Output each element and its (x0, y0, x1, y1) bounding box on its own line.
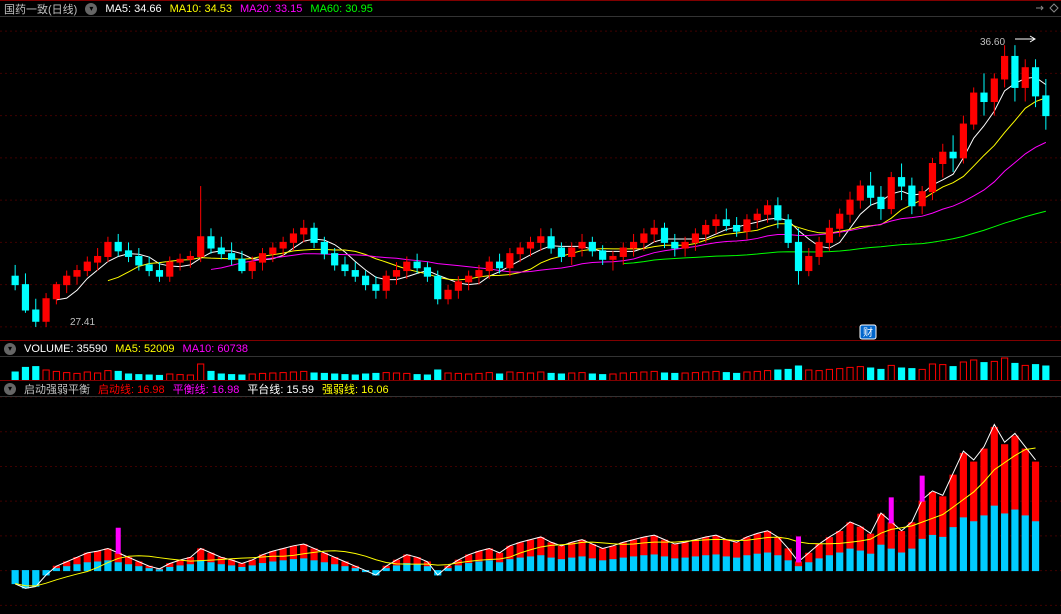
volume-panel: ▾ VOLUME: 35590 MA5: 52009 MA10: 60738 (0, 340, 1061, 380)
svg-text:27.41: 27.41 (70, 317, 95, 328)
price-chart[interactable]: 27.41 36.60 财 (0, 17, 1061, 341)
svg-text:36.60: 36.60 (980, 37, 1005, 48)
arrow-right-icon[interactable] (1035, 3, 1045, 13)
price-panel: 国药一致(日线) ▾ MA5: 34.66 MA10: 34.53 MA20: … (0, 0, 1061, 340)
stock-chart-container: 国药一致(日线) ▾ MA5: 34.66 MA10: 34.53 MA20: … (0, 0, 1061, 613)
ma10-indicator: MA10: 34.53 (170, 3, 232, 15)
oscillator-panel: ▾ 启动强弱平衡 启动线: 16.98 平衡线: 16.98 平台线: 15.5… (0, 380, 1061, 613)
volume-indicator: VOLUME: 35590 (24, 343, 107, 355)
volume-chart[interactable] (0, 357, 1061, 381)
oscillator-chart[interactable] (0, 397, 1061, 614)
diamond-icon[interactable] (1049, 3, 1059, 13)
collapse-icon[interactable]: ▾ (4, 343, 16, 355)
osc-ind-3: 强弱线: 16.06 (322, 381, 389, 397)
ma20-indicator: MA20: 33.15 (240, 3, 302, 15)
stock-title: 国药一致(日线) (4, 1, 77, 17)
oscillator-title: 启动强弱平衡 (24, 381, 90, 397)
osc-ind-2: 平台线: 15.59 (247, 381, 314, 397)
osc-ind-0: 启动线: 16.98 (98, 381, 165, 397)
svg-text:财: 财 (863, 326, 873, 339)
collapse-icon[interactable]: ▾ (85, 3, 97, 15)
vol-ma10-indicator: MA10: 60738 (183, 343, 248, 355)
price-panel-header: 国药一致(日线) ▾ MA5: 34.66 MA10: 34.53 MA20: … (0, 1, 1061, 17)
collapse-icon[interactable]: ▾ (4, 383, 16, 395)
oscillator-panel-header: ▾ 启动强弱平衡 启动线: 16.98 平衡线: 16.98 平台线: 15.5… (0, 381, 1061, 397)
osc-ind-1: 平衡线: 16.98 (173, 381, 240, 397)
vol-ma5-indicator: MA5: 52009 (115, 343, 174, 355)
ma60-indicator: MA60: 30.95 (310, 3, 372, 15)
volume-panel-header: ▾ VOLUME: 35590 MA5: 52009 MA10: 60738 (0, 341, 1061, 357)
ma5-indicator: MA5: 34.66 (105, 3, 161, 15)
